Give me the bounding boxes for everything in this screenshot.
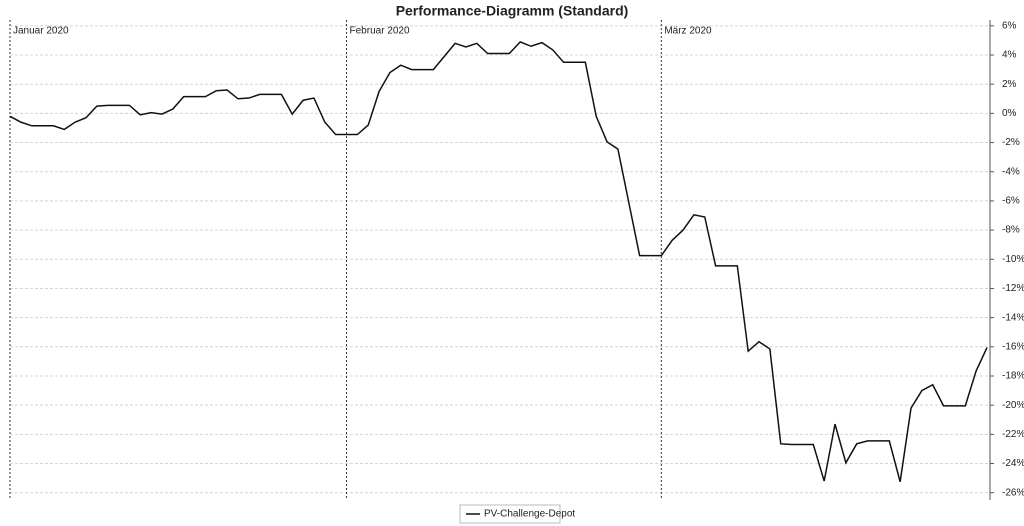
- y-tick-label: -12%: [1002, 283, 1024, 294]
- y-tick-label: 4%: [1002, 50, 1017, 61]
- y-tick-label: -2%: [1002, 137, 1020, 148]
- y-tick-label: -6%: [1002, 196, 1020, 207]
- y-tick-label: -20%: [1002, 400, 1024, 411]
- y-tick-label: 6%: [1002, 20, 1017, 31]
- y-tick-label: -24%: [1002, 458, 1024, 469]
- y-tick-label: -22%: [1002, 429, 1024, 440]
- y-tick-label: -26%: [1002, 487, 1024, 498]
- y-tick-label: -8%: [1002, 225, 1020, 236]
- y-tick-label: -16%: [1002, 341, 1024, 352]
- y-tick-label: 0%: [1002, 108, 1017, 119]
- y-tick-label: -18%: [1002, 371, 1024, 382]
- x-tick-label: Februar 2020: [350, 26, 410, 37]
- legend-box: [459, 504, 561, 524]
- y-tick-label: -4%: [1002, 166, 1020, 177]
- data-line: [9, 40, 988, 482]
- y-tick-label: 2%: [1002, 79, 1017, 90]
- legend-label: PV-Challenge-Depot: [484, 509, 575, 520]
- chart-title: Performance-Diagramm (Standard): [396, 3, 629, 19]
- y-tick-label: -10%: [1002, 254, 1024, 265]
- y-tick-label: -14%: [1002, 312, 1024, 323]
- x-tick-label: März 2020: [664, 26, 712, 37]
- x-tick-label: Januar 2020: [13, 26, 69, 37]
